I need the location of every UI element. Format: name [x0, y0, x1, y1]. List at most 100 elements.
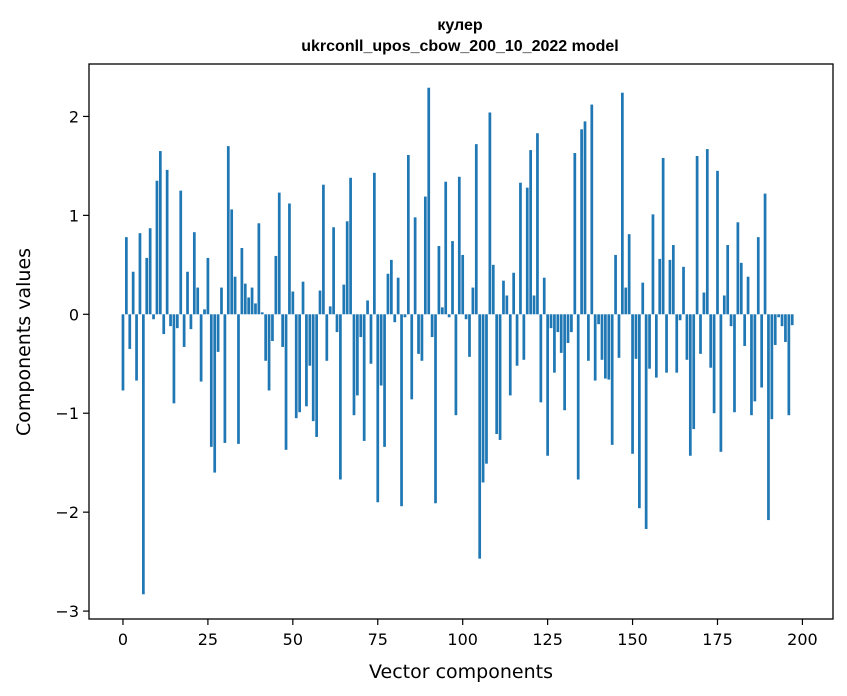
bar-42: [264, 314, 268, 361]
bar-95: [444, 181, 448, 315]
bar-182: [739, 262, 743, 315]
bar-113: [505, 295, 509, 315]
bar-53: [301, 281, 305, 315]
bar-73: [369, 314, 373, 364]
bar-191: [770, 314, 774, 420]
bar-71: [362, 314, 366, 441]
chart-title: кулер: [437, 17, 483, 34]
bar-86: [413, 217, 417, 315]
bar-126: [549, 314, 553, 329]
bar-146: [617, 314, 621, 358]
y-tick-label: 0: [69, 305, 79, 324]
bar-84: [406, 155, 410, 315]
bar-98: [454, 314, 458, 416]
bar-68: [352, 314, 356, 416]
chart-subtitle: ukrconll_upos_cbow_200_10_2022 model: [301, 38, 618, 55]
bar-93: [437, 246, 441, 315]
bar-121: [532, 295, 536, 315]
bar-156: [651, 214, 655, 315]
bar-5: [138, 233, 142, 315]
bars-layer: [121, 87, 794, 595]
bar-114: [508, 314, 512, 396]
bar-124: [542, 277, 546, 315]
bar-195: [784, 314, 787, 342]
bar-74: [373, 172, 376, 315]
bar-20: [189, 314, 193, 330]
bar-94: [440, 307, 444, 315]
bar-64: [339, 314, 342, 480]
bar-99: [457, 176, 461, 315]
bar-21: [192, 232, 196, 315]
bar-67: [349, 177, 352, 315]
bar-14: [169, 314, 172, 327]
bar-60: [325, 314, 329, 361]
plot-frame: [88, 63, 834, 620]
bar-79: [390, 259, 393, 315]
bar-111: [498, 314, 502, 440]
bar-110: [495, 314, 499, 434]
bar-162: [671, 245, 675, 315]
bar-180: [733, 314, 736, 413]
bar-17: [179, 190, 183, 315]
bar-166: [685, 314, 689, 360]
bar-178: [726, 245, 730, 315]
x-tick-label: 150: [617, 630, 648, 649]
bar-57: [315, 314, 318, 437]
bar-15: [172, 314, 176, 404]
bar-138: [590, 104, 594, 315]
bar-106: [481, 314, 485, 483]
bar-47: [281, 314, 284, 347]
bar-8: [148, 228, 152, 315]
bar-13: [165, 169, 169, 315]
x-tick-label: 125: [532, 630, 563, 649]
y-tick-label: −2: [55, 503, 79, 522]
bar-97: [451, 241, 454, 315]
bar-1: [125, 237, 128, 315]
bar-101: [464, 314, 468, 320]
bar-137: [587, 314, 590, 361]
bar-35: [240, 248, 244, 315]
bar-66: [345, 221, 349, 315]
bar-38: [250, 287, 254, 315]
bar-158: [658, 258, 662, 315]
bar-163: [675, 314, 679, 373]
bar-171: [702, 292, 706, 315]
bar-151: [634, 314, 638, 359]
bar-130: [563, 314, 566, 411]
x-tick-label: 200: [787, 630, 818, 649]
bar-127: [553, 314, 556, 373]
bar-40: [257, 223, 261, 315]
bar-172: [705, 149, 709, 315]
bar-125: [546, 314, 549, 456]
bar-31: [226, 146, 230, 315]
bar-164: [678, 314, 682, 321]
bar-174: [712, 314, 716, 414]
bar-152: [638, 314, 641, 509]
bar-75: [376, 314, 380, 503]
bar-190: [767, 314, 770, 521]
bar-107: [485, 314, 488, 464]
bar-176: [719, 314, 723, 452]
bar-192: [773, 314, 777, 345]
bar-128: [556, 314, 560, 333]
bar-43: [267, 314, 271, 391]
bar-89: [423, 196, 427, 315]
bar-37: [247, 297, 251, 315]
bar-142: [604, 314, 607, 379]
bar-109: [491, 264, 495, 315]
bar-185: [750, 314, 753, 416]
bar-62: [332, 227, 335, 315]
bar-148: [624, 287, 628, 315]
bar-159: [661, 157, 665, 315]
bar-39: [254, 303, 257, 315]
bar-45: [274, 255, 278, 315]
bar-11: [158, 151, 162, 315]
bar-116: [515, 314, 519, 366]
bar-24: [203, 309, 206, 315]
bar-80: [393, 314, 397, 323]
bar-34: [237, 314, 240, 444]
x-tick-label: 0: [118, 630, 128, 649]
bar-108: [488, 112, 492, 315]
bar-85: [410, 314, 414, 400]
bar-105: [478, 314, 482, 559]
